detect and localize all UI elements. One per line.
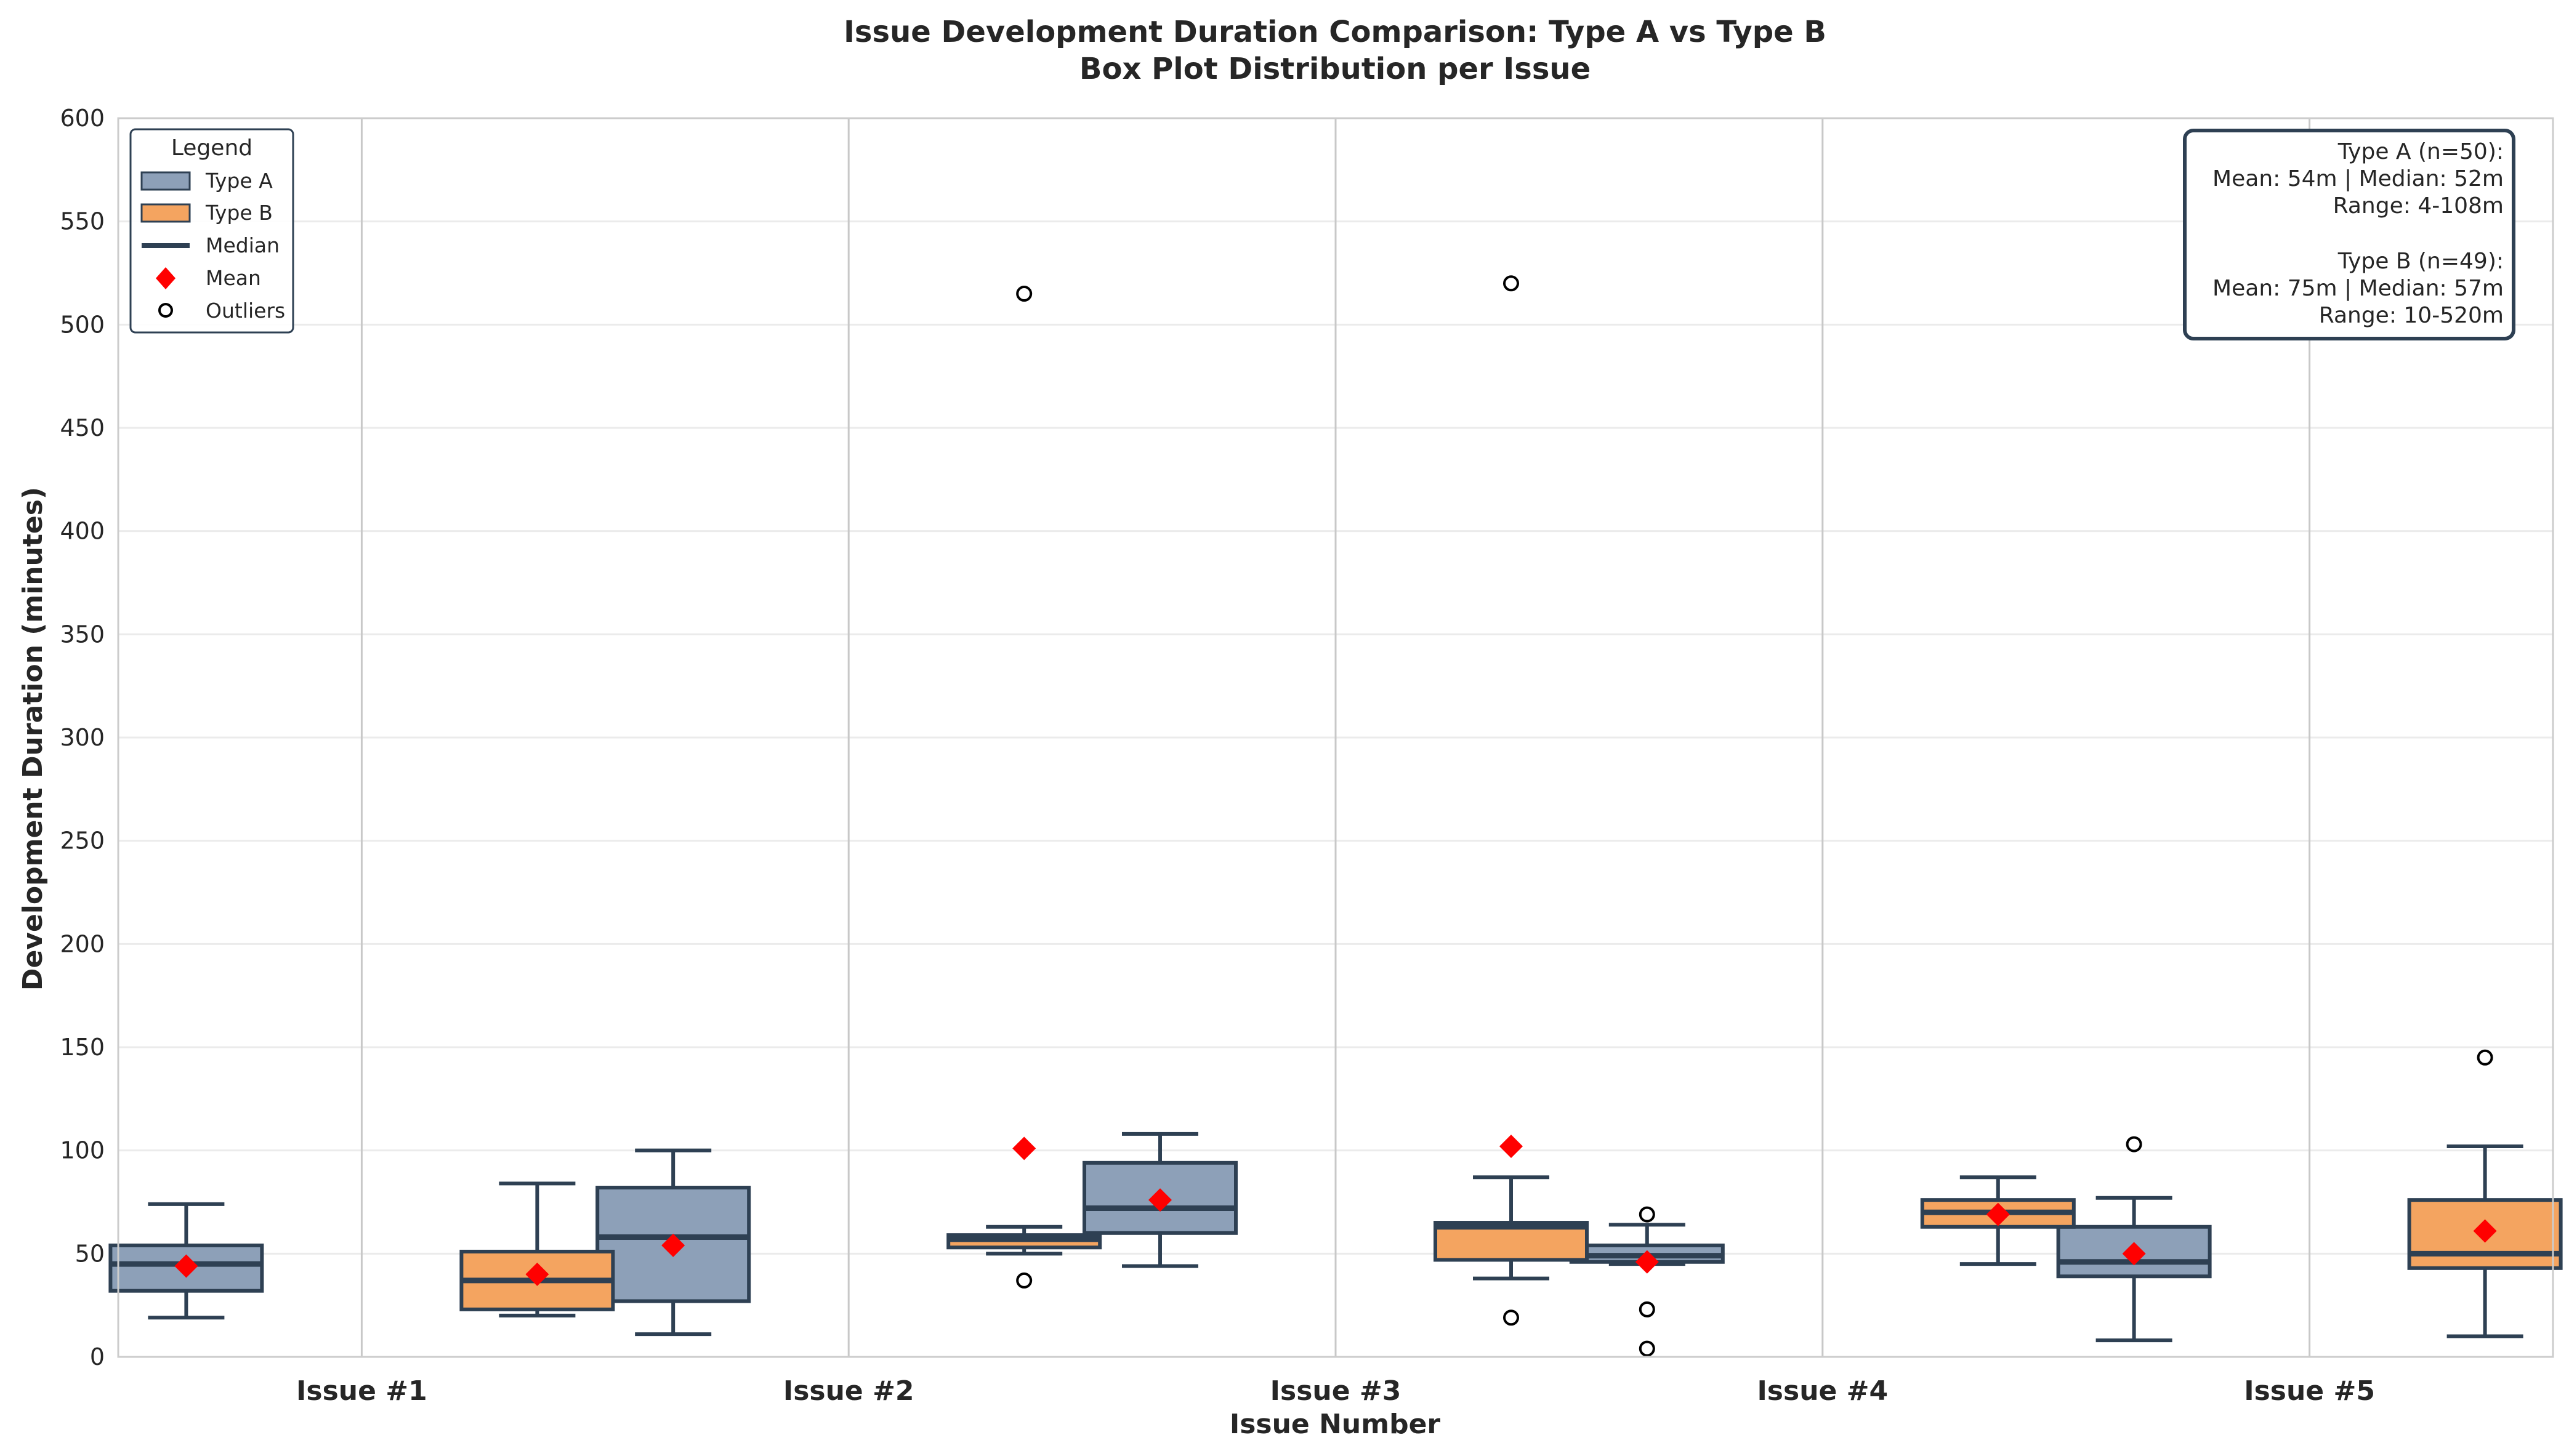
mean-marker (1148, 1188, 1172, 1212)
box-type-b-4 (1920, 1175, 2076, 1266)
y-tick-label: 150 (60, 1034, 105, 1061)
outlier-point (1016, 1272, 1033, 1289)
x-tick-label: Issue #1 (296, 1375, 427, 1407)
legend-title: Legend (171, 135, 252, 161)
legend-outlier-marker (158, 303, 173, 318)
outlier-point (1503, 1309, 1519, 1326)
mean-marker (2122, 1242, 2146, 1266)
stats-line-1: Type A (n=50): (2337, 139, 2504, 164)
x-tick-label: Issue #5 (2244, 1375, 2375, 1407)
stats-line-7: Range: 10-520m (2319, 303, 2504, 328)
plot-frame (117, 117, 2554, 1358)
mean-marker (174, 1254, 198, 1278)
issue-dividers (360, 118, 2311, 1357)
y-axis-label: Development Duration (minutes) (17, 487, 49, 991)
mean-marker (1635, 1250, 1659, 1274)
box-type-a-2 (595, 1148, 751, 1337)
box-type-a-5 (2056, 1136, 2212, 1343)
outlier-point (1639, 1206, 1655, 1223)
x-tick-label: Issue #3 (1270, 1375, 1401, 1407)
y-axis-ticks: 0 50 100 150 200 250 300 350 400 450 500 550 600 (60, 105, 105, 1370)
summary-stats-box: Type A (n=50): Mean: 54m | Median: 52m R… (2183, 129, 2515, 340)
stats-line-5: Type B (n=49): (2337, 249, 2504, 274)
y-tick-label: 400 (60, 518, 105, 545)
legend-swatch-type-b (140, 203, 191, 223)
box-type-b-1 (459, 1181, 615, 1317)
mean-marker (525, 1262, 549, 1286)
chart-title-line1: Issue Development Duration Comparison: T… (844, 15, 1826, 49)
y-tick-label: 200 (60, 930, 105, 957)
box-type-b-5 (2407, 1049, 2563, 1338)
outlier-point (1503, 275, 1519, 292)
box-type-b-2 (946, 286, 1102, 1289)
legend-label-median: Median (206, 233, 280, 257)
x-tick-label: Issue #2 (783, 1375, 914, 1407)
y-tick-label: 450 (60, 414, 105, 441)
x-tick-label: Issue #4 (1757, 1375, 1888, 1407)
outlier-point (1639, 1301, 1655, 1317)
box-type-a-3 (1083, 1132, 1238, 1268)
y-tick-label: 500 (60, 311, 105, 338)
outlier-point (1639, 1340, 1655, 1357)
y-tick-label: 100 (60, 1137, 105, 1164)
mean-marker (2473, 1219, 2497, 1243)
outlier-point (2126, 1136, 2142, 1152)
box-plot-marks (108, 275, 2563, 1357)
legend-label-type-b: Type B (205, 201, 273, 225)
box-type-b-3 (1434, 275, 1589, 1326)
x-axis-ticks: Issue #1 Issue #2 Issue #3 Issue #4 Issue #5 (296, 1375, 2375, 1407)
chart-title-line2: Box Plot Distribution per Issue (1079, 52, 1591, 86)
legend-label-mean: Mean (206, 266, 261, 290)
y-tick-label: 350 (60, 621, 105, 648)
stats-line-2: Mean: 54m | Median: 52m (2212, 166, 2504, 191)
y-tick-label: 50 (75, 1240, 105, 1267)
box-type-a-1 (108, 1202, 264, 1320)
legend-label-outliers: Outliers (206, 299, 285, 323)
stats-box-frame (2183, 129, 2515, 340)
mean-marker (1012, 1136, 1036, 1160)
x-axis-label: Issue Number (1230, 1409, 1441, 1440)
mean-marker (661, 1233, 685, 1257)
y-tick-label: 300 (60, 724, 105, 751)
box-type-a-4 (1569, 1206, 1725, 1357)
y-tick-label: 0 (90, 1343, 105, 1370)
stats-line-6: Mean: 75m | Median: 57m (2212, 276, 2504, 301)
y-tick-label: 250 (60, 827, 105, 855)
legend-label-type-a: Type A (205, 169, 273, 193)
mean-marker (1499, 1134, 1523, 1158)
legend: Legend Type A Type B Median Mean Outlier… (129, 128, 294, 334)
legend-mean-marker (156, 267, 175, 289)
y-tick-label: 600 (60, 105, 105, 132)
outlier-point (2477, 1049, 2493, 1066)
legend-swatch-type-a (140, 171, 191, 191)
mean-marker (1986, 1202, 2010, 1226)
stats-line-3: Range: 4-108m (2333, 193, 2504, 219)
outlier-point (1016, 286, 1033, 302)
y-tick-label: 550 (60, 208, 105, 235)
